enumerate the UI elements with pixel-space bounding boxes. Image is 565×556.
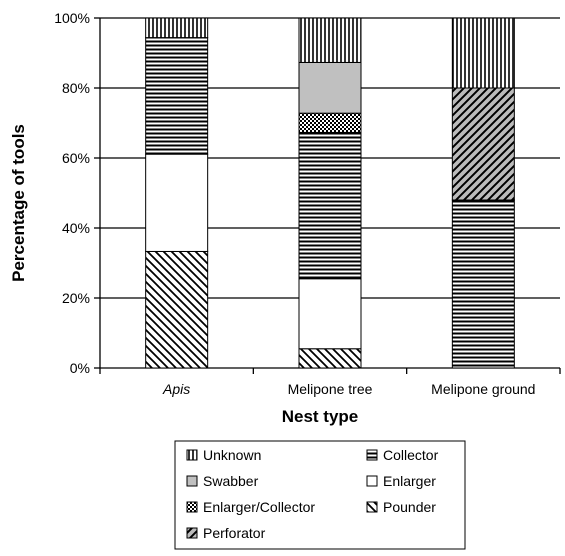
bar-segment-enlarger [145,153,209,252]
y-tick-label: 20% [62,290,90,306]
bar-segment-swabber [298,61,362,114]
bar-segment-collector [298,131,362,280]
bar-segment-collector [451,199,515,369]
x-category-label: Melipone tree [288,381,373,397]
legend-swatch [186,449,198,461]
y-tick-label: 0% [70,360,90,376]
legend-swatch [366,501,378,513]
legend-swatch [186,501,198,513]
bar-segment-unknown [145,17,209,39]
y-tick-label: 100% [54,10,90,26]
bar-segment-collector [145,37,209,155]
legend-label: Unknown [203,447,261,463]
legend-swatch [186,527,198,539]
y-tick-label: 60% [62,150,90,166]
bar-segment-enlarger [298,278,362,350]
legend-swatch [366,475,378,487]
y-tick-label: 80% [62,80,90,96]
bar-segment-unknown [451,17,515,89]
y-tick-label: 40% [62,220,90,236]
legend-label: Perforator [203,525,266,541]
bar-segment-pounder [145,250,209,369]
x-category-label: Apis [162,381,190,397]
y-axis-title: Percentage of tools [9,124,28,282]
legend-box [174,440,466,550]
bar-segment-pounder [298,348,362,369]
legend-label: Pounder [383,499,436,515]
legend-label: Enlarger [383,473,436,489]
x-axis-title: Nest type [282,407,359,426]
x-category-label: Melipone ground [431,381,535,397]
legend-label: Collector [383,447,439,463]
bar-segment-perforator [451,87,515,201]
legend-swatch [366,449,378,461]
legend-label: Enlarger/Collector [203,499,315,515]
bar-segment-enlarger-collector [298,112,362,133]
bar-segment-unknown [298,17,362,63]
legend-label: Swabber [203,473,259,489]
legend-swatch [186,475,198,487]
